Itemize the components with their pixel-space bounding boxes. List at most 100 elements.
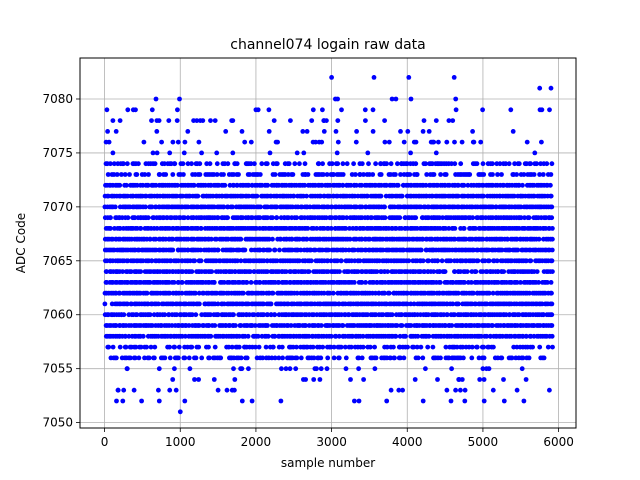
data-point — [251, 204, 257, 210]
data-point — [214, 150, 220, 156]
data-point — [261, 312, 267, 318]
data-point — [185, 161, 191, 167]
data-point — [464, 269, 470, 274]
data-point — [336, 301, 342, 307]
data-point — [353, 139, 359, 145]
data-point — [521, 172, 527, 177]
data-point — [125, 161, 130, 167]
data-point — [141, 139, 147, 145]
y-axis-ticks: 7050 7055 7060 7065 7070 7075 7080 — [42, 92, 80, 430]
data-point — [353, 172, 358, 177]
data-point — [446, 226, 452, 231]
data-point — [104, 269, 109, 274]
data-point — [246, 301, 251, 307]
data-point — [153, 96, 159, 102]
data-point — [156, 301, 161, 307]
data-point — [128, 269, 134, 274]
data-point — [463, 236, 469, 242]
data-point — [110, 150, 116, 156]
data-point — [443, 323, 448, 328]
data-point — [382, 204, 387, 210]
data-point — [285, 301, 291, 307]
data-point — [481, 398, 487, 404]
data-point — [230, 204, 235, 210]
y-tick-label: 7080 — [42, 92, 73, 106]
data-point — [312, 247, 318, 253]
data-point — [549, 215, 555, 221]
data-point — [309, 258, 314, 264]
data-point — [286, 161, 292, 167]
data-point — [149, 118, 154, 123]
data-point — [421, 118, 427, 123]
data-point — [497, 161, 503, 167]
data-point — [196, 290, 202, 296]
data-point — [214, 161, 220, 167]
data-point — [266, 129, 272, 134]
data-point — [260, 355, 265, 361]
data-point — [460, 344, 466, 350]
data-point — [549, 258, 555, 264]
data-point — [452, 161, 458, 167]
data-point — [413, 161, 419, 167]
data-point — [512, 161, 517, 167]
data-point — [454, 344, 460, 350]
y-tick-label: 7050 — [42, 416, 73, 430]
data-point — [507, 312, 512, 318]
data-point — [121, 312, 127, 318]
data-point — [388, 387, 394, 393]
data-point — [232, 387, 237, 393]
data-point — [140, 333, 146, 339]
data-point — [307, 204, 313, 210]
data-point — [501, 269, 507, 274]
data-point — [270, 290, 276, 296]
data-point — [335, 118, 341, 123]
data-point — [209, 236, 214, 242]
data-point — [395, 161, 400, 167]
data-point — [272, 333, 278, 339]
data-point — [462, 398, 468, 404]
data-point — [537, 172, 542, 177]
data-point — [481, 193, 486, 199]
data-point — [314, 366, 319, 372]
data-point — [198, 247, 204, 253]
data-point — [465, 182, 471, 188]
data-point — [193, 290, 198, 296]
data-point — [393, 226, 399, 231]
data-point — [186, 323, 192, 328]
data-point — [548, 280, 554, 285]
data-point — [408, 96, 414, 102]
data-point — [395, 182, 401, 188]
data-point — [110, 344, 116, 350]
data-point — [318, 355, 324, 361]
data-point — [104, 107, 110, 113]
data-point — [531, 193, 537, 199]
data-point — [524, 139, 530, 145]
data-point — [480, 161, 486, 167]
data-point — [459, 139, 465, 145]
data-point — [362, 107, 368, 113]
data-point — [436, 139, 441, 145]
data-point — [211, 204, 217, 210]
data-point — [265, 333, 271, 339]
data-point — [236, 172, 241, 177]
data-point — [147, 312, 153, 318]
data-point — [318, 323, 324, 328]
data-point — [391, 344, 396, 350]
data-point — [413, 139, 419, 145]
data-point — [126, 333, 132, 339]
data-point — [340, 182, 346, 188]
data-point — [264, 161, 270, 167]
data-point — [214, 172, 220, 177]
data-point — [471, 139, 477, 145]
plot-frame — [79, 57, 577, 429]
data-point — [404, 301, 410, 307]
x-tick-label: 1000 — [165, 435, 196, 449]
data-point — [208, 312, 213, 318]
data-point — [257, 280, 263, 285]
data-point — [474, 161, 480, 167]
data-point — [333, 129, 339, 134]
data-point — [192, 258, 198, 264]
data-point — [433, 118, 439, 123]
data-point — [414, 172, 420, 177]
data-point — [484, 301, 490, 307]
